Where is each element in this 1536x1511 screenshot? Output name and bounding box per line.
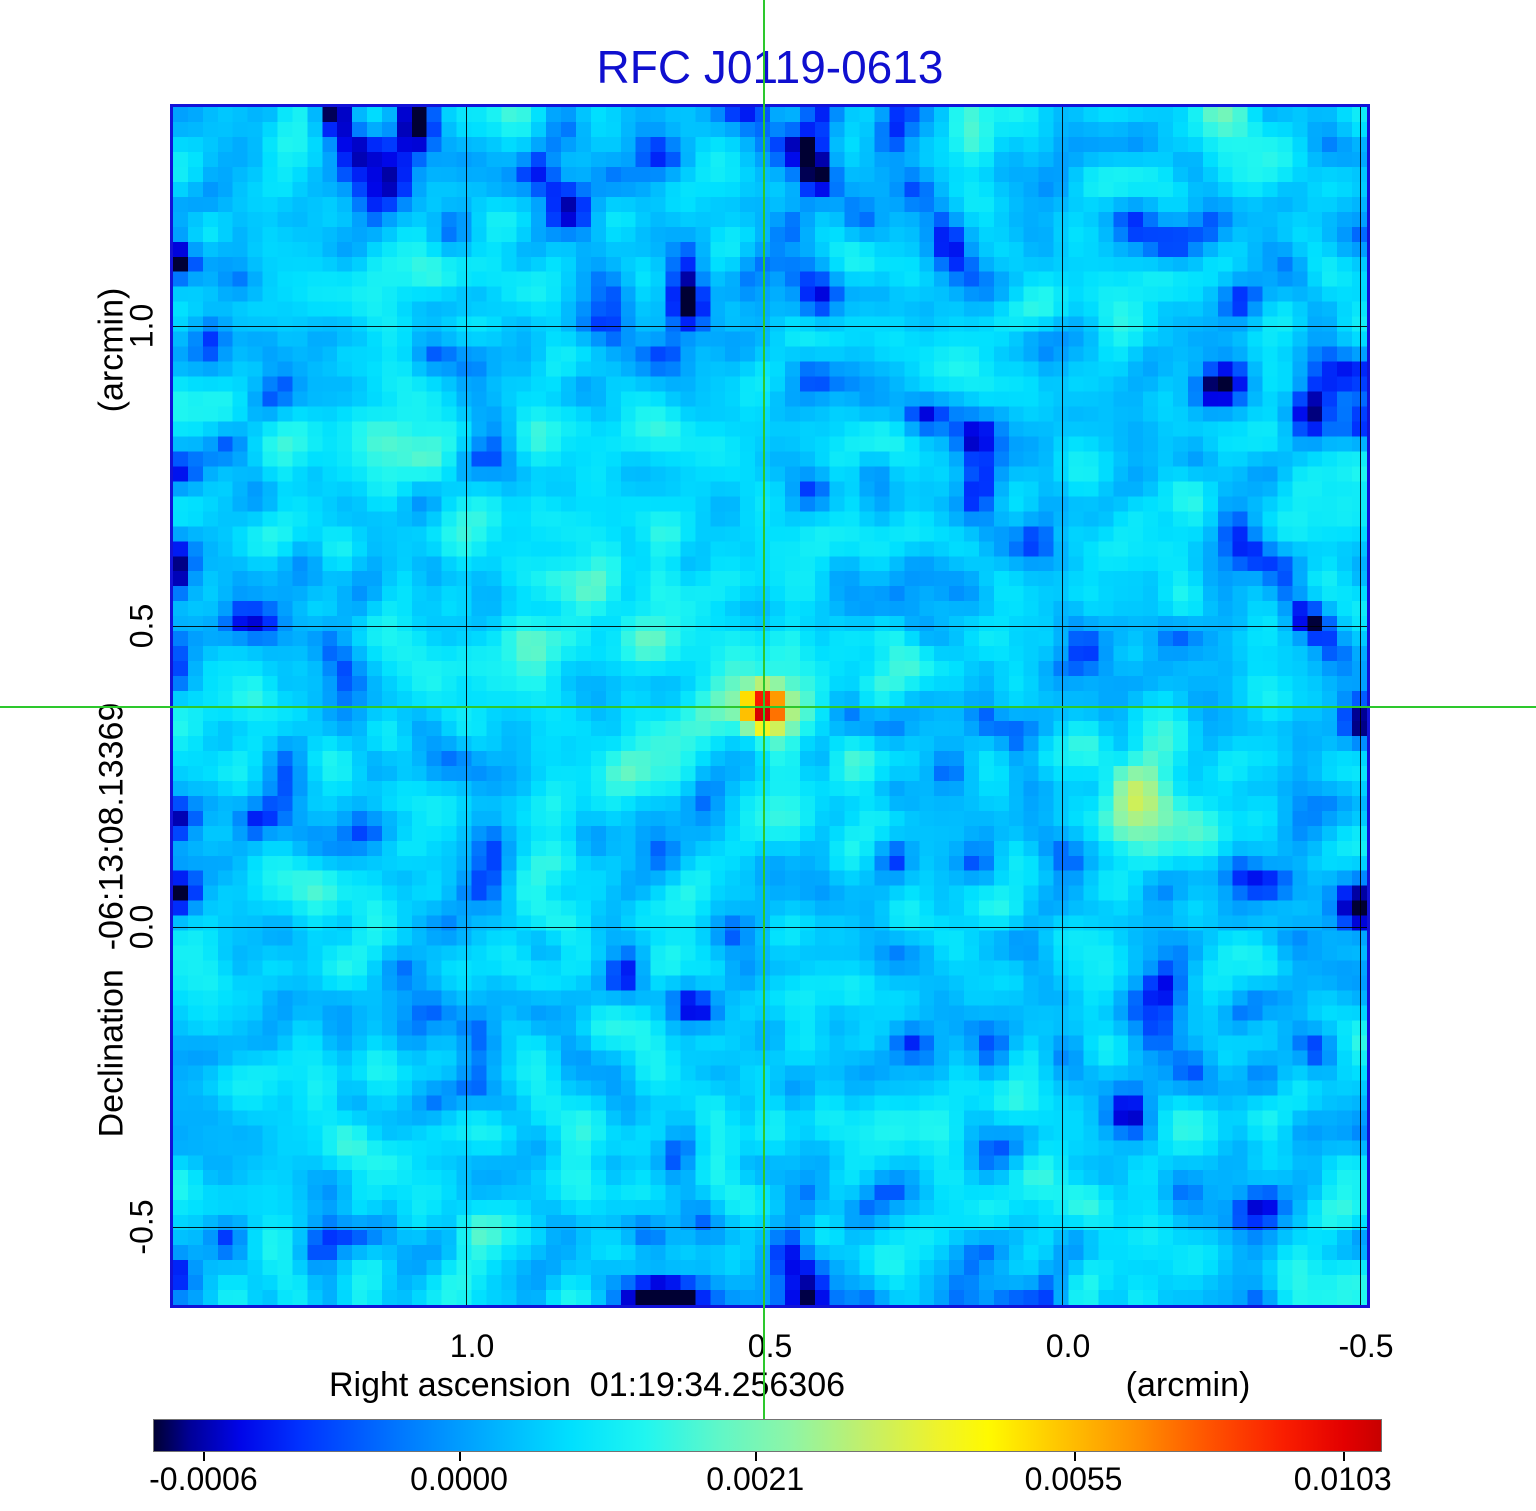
colorbar-tick-label: 0.0021 <box>706 1461 805 1497</box>
gridline-horizontal <box>173 626 1367 628</box>
colorbar-tick-label: 0.0000 <box>410 1461 508 1497</box>
gridline-vertical <box>1062 107 1064 1305</box>
y-tick-label: 0.5 <box>123 604 160 649</box>
colorbar-tick <box>755 1452 758 1461</box>
x-tick-label: 1.0 <box>449 1328 495 1364</box>
gridline-vertical <box>1360 107 1362 1305</box>
gridline-horizontal <box>173 926 1367 928</box>
colorbar-tick-label: 0.0103 <box>1293 1461 1392 1497</box>
y-axis-title: Declination -06:13:08.13369 <box>92 702 131 1138</box>
crosshair-horizontal-line <box>0 706 1536 709</box>
colorbar-tick <box>203 1452 206 1461</box>
page-title: RFC J0119-0613 <box>596 41 944 93</box>
y-tick-label: -0.5 <box>123 1199 160 1255</box>
colorbar-tick <box>1073 1452 1076 1461</box>
sky-map-canvas <box>173 107 1367 1305</box>
gridline-horizontal <box>173 1226 1367 1228</box>
x-axis-title: Right ascension 01:19:34.256306 <box>328 1366 846 1404</box>
x-axis-unit-label: (arcmin) <box>1125 1366 1251 1404</box>
colorbar <box>153 1419 1382 1461</box>
gridline-vertical <box>466 107 468 1305</box>
crosshair-vertical-line <box>763 0 766 1419</box>
y-axis-unit-label: (arcmin) <box>92 287 131 413</box>
sky-map <box>170 104 1370 1308</box>
colorbar-tick <box>1342 1452 1345 1461</box>
colorbar-tick-label: 0.0055 <box>1024 1461 1123 1497</box>
colorbar-gradient <box>154 1420 1381 1451</box>
gridline-horizontal <box>173 326 1367 328</box>
colorbar-tick-label: -0.0006 <box>149 1461 258 1497</box>
colorbar-tick <box>459 1452 462 1461</box>
x-tick-label: -0.5 <box>1338 1328 1394 1364</box>
x-tick-label: 0.5 <box>747 1328 793 1364</box>
x-tick-label: 0.0 <box>1045 1328 1091 1364</box>
